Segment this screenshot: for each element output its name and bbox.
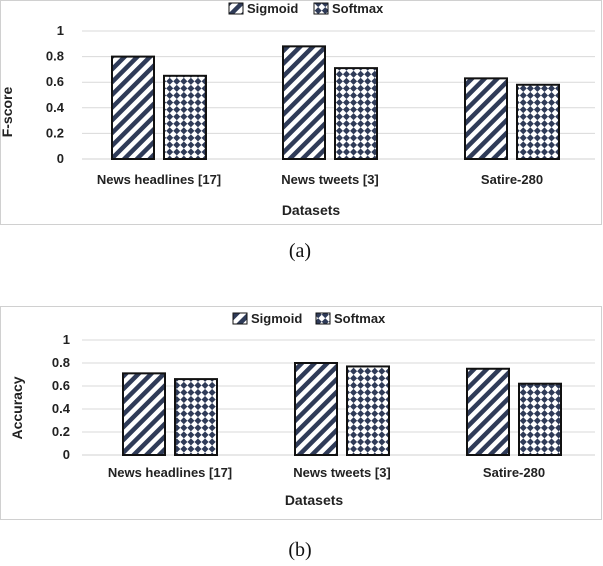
y-tick-label: 1	[57, 23, 64, 38]
legend: Sigmoid Softmax	[232, 311, 386, 326]
y-tick-label: 0.2	[52, 424, 70, 439]
y-tick-label: 0.8	[46, 49, 64, 64]
legend-label-sigmoid: Sigmoid	[251, 311, 302, 326]
bar-softmax-1	[163, 74, 207, 160]
y-tick-label: 0.6	[46, 74, 64, 89]
bar-sigmoid-3	[466, 367, 510, 456]
caption-b: (b)	[288, 539, 311, 561]
y-axis-title: Accuracy	[9, 376, 25, 439]
category-label: News tweets [3]	[281, 172, 379, 187]
legend-label-sigmoid: Sigmoid	[247, 1, 298, 16]
legend: Sigmoid Softmax	[228, 1, 384, 16]
y-tick-label: 0.2	[46, 125, 64, 140]
category-label: News headlines [17]	[108, 465, 232, 480]
x-axis-title: Datasets	[285, 492, 344, 508]
category-label: News headlines [17]	[97, 172, 221, 187]
caption-a: (a)	[289, 240, 311, 262]
bars	[111, 45, 560, 160]
y-tick-label: 0.6	[52, 378, 70, 393]
category-label: Satire-280	[483, 465, 545, 480]
y-tick-label: 0.4	[46, 100, 65, 115]
bar-softmax-3	[518, 382, 562, 457]
bar-sigmoid-2	[282, 45, 326, 160]
bars	[122, 362, 562, 457]
legend-swatch-softmax	[313, 2, 329, 15]
chart-panel-a: Sigmoid Softmax 0 0.2 0.4 0.6 0.8 1 News head…	[0, 0, 602, 225]
legend-swatch-sigmoid	[232, 312, 248, 325]
y-tick-labels: 0 0.2 0.4 0.6 0.8 1	[46, 23, 65, 166]
y-axis-title: F-score	[0, 87, 15, 138]
bar-sigmoid-1	[111, 55, 155, 160]
bar-softmax-2	[334, 67, 378, 160]
y-tick-labels: 0 0.2 0.4 0.6 0.8 1	[52, 332, 71, 462]
y-tick-label: 0.8	[52, 355, 70, 370]
legend-swatch-softmax	[315, 312, 331, 325]
chart-panel-b: Sigmoid Softmax 0 0.2 0.4 0.6 0.8 1 News head…	[0, 306, 602, 520]
bar-softmax-2	[346, 365, 390, 457]
y-tick-label: 0.4	[52, 401, 71, 416]
bar-sigmoid-3	[464, 77, 508, 160]
y-tick-label: 0	[63, 447, 70, 462]
category-labels: News headlines [17] News tweets [3] Satire…	[108, 465, 545, 480]
category-label: Satire-280	[481, 172, 543, 187]
legend-swatch-sigmoid	[228, 2, 244, 15]
bar-softmax-3	[516, 83, 560, 160]
x-axis-title: Datasets	[282, 202, 341, 218]
bar-sigmoid-1	[122, 372, 166, 457]
category-labels: News headlines [17] News tweets [3] Satire…	[97, 172, 543, 187]
bar-softmax-1	[174, 378, 218, 457]
bar-sigmoid-2	[294, 362, 338, 456]
legend-label-softmax: Softmax	[334, 311, 386, 326]
y-tick-label: 1	[63, 332, 70, 347]
y-tick-label: 0	[57, 151, 64, 166]
category-label: News tweets [3]	[293, 465, 391, 480]
legend-label-softmax: Softmax	[332, 1, 384, 16]
